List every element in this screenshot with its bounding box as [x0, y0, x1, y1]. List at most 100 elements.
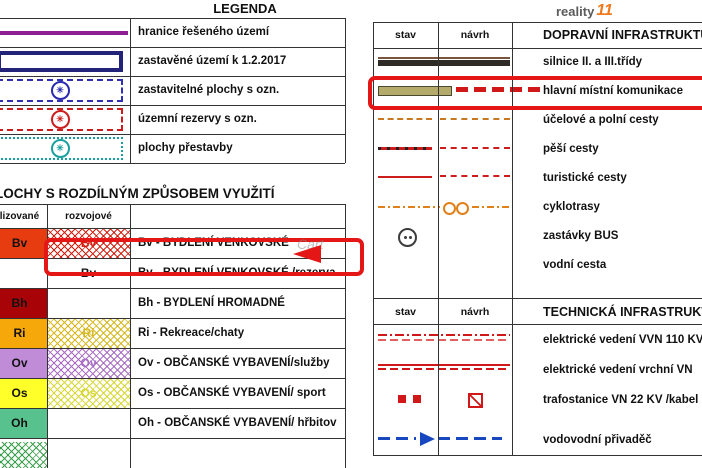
transport-label: zastávky BUS — [543, 230, 619, 242]
grid-line — [373, 324, 702, 325]
marker-circle-icon: ✳ — [50, 139, 70, 158]
grid-line — [345, 18, 346, 163]
zone-label: Oh - OBČANSKÉ VYBAVENÍ/ hřbitov — [138, 417, 337, 429]
column-header-development: rozvojové — [65, 210, 112, 222]
zone-swatch-stav: Bh — [0, 288, 47, 318]
highlight-box-bv — [44, 238, 364, 276]
symbol-territorial-reserve: ✳ — [0, 105, 128, 134]
technical-label: elektrické vedení VVN 110 KV — [543, 334, 702, 346]
grid-line — [345, 204, 346, 468]
power-vn-line-icon — [378, 364, 510, 370]
transport-col-navrh: návrh — [460, 29, 490, 41]
legend-item-label: hranice řešeného území — [138, 26, 270, 38]
field-path-stav-icon — [378, 118, 432, 120]
grid-line — [512, 22, 513, 455]
column-header-stabilized: lizované — [0, 210, 40, 222]
symbol-builtup-area — [0, 47, 128, 76]
grid-line — [0, 163, 345, 164]
grid-line — [0, 288, 345, 289]
symbol-rebuild-area: ✳ — [0, 134, 128, 163]
field-path-navrh-icon — [440, 118, 510, 120]
transport-title: DOPRAVNÍ INFRASTRUKTURA — [543, 28, 702, 42]
grid-line — [373, 22, 702, 23]
transport-label: účelové a polní cesty — [543, 114, 659, 126]
grid-line — [130, 18, 131, 163]
marker-circle-icon: ✳ — [50, 110, 70, 129]
marker-circle-icon: ✳ — [50, 81, 70, 100]
zone-swatch-navrh: Ri — [47, 318, 130, 348]
grid-line — [0, 47, 345, 48]
legend-item-label: plochy přestavby — [138, 142, 233, 154]
zone-swatch-navrh: Ov — [47, 348, 130, 378]
grid-line — [0, 204, 345, 205]
blue-dashed-rect-icon: ✳ — [0, 79, 123, 102]
highlight-box-main-road — [368, 76, 702, 110]
legend-title: LEGENDA — [213, 1, 277, 16]
legend-item-label: územní rezervy s ozn. — [138, 113, 257, 125]
transport-col-stav: stav — [394, 29, 416, 41]
zone-label: Ri - Rekreace/chaty — [138, 327, 245, 339]
tourist-path-navrh-icon — [440, 175, 510, 177]
transport-label: pěší cesty — [543, 143, 599, 155]
navy-rect-icon — [0, 51, 123, 72]
cycle-route-stav-icon — [378, 206, 440, 208]
zone-swatch-stav: Os — [0, 378, 47, 408]
grid-line — [373, 22, 374, 455]
transformer-stav-icon — [398, 395, 406, 403]
transport-label: turistické cesty — [543, 172, 627, 184]
grid-line — [0, 318, 345, 319]
cycle-route-navrh-icon — [472, 206, 512, 208]
tourist-path-stav-icon — [378, 176, 432, 178]
zone-swatch-partial — [0, 442, 47, 468]
grid-line — [0, 438, 345, 439]
transformer-navrh-icon — [468, 393, 483, 408]
foot-path-navrh-icon — [440, 147, 510, 149]
symbol-boundary-line — [0, 18, 128, 47]
teal-dotted-rect-icon: ✳ — [0, 137, 123, 160]
zone-label: Ov - OBČANSKÉ VYBAVENÍ/služby — [138, 357, 330, 369]
grid-line — [0, 258, 345, 259]
grid-line — [130, 204, 131, 468]
grid-line — [373, 298, 702, 299]
water-main-line-icon — [438, 437, 502, 440]
main-local-road-stav-icon — [378, 86, 452, 96]
zone-swatch-navrh: Os — [47, 378, 130, 408]
legend-item-label: zastavěné území k 1.2.2017 — [138, 55, 287, 67]
grid-line — [0, 408, 345, 409]
logo-mark: 11 — [596, 2, 613, 19]
red-dashed-rect-icon: ✳ — [0, 108, 123, 131]
grid-line — [0, 18, 345, 19]
technical-label: trafostanice VN 22 KV /kabel — [543, 394, 699, 406]
transport-label: hlavní místní komunikace — [543, 85, 683, 97]
cycle-node-icon — [456, 202, 469, 215]
red-arrow-icon — [293, 245, 321, 263]
cycle-node-icon — [443, 202, 456, 215]
reality11-logo: reality 11 — [556, 1, 613, 21]
grid-line — [0, 76, 345, 77]
grid-line — [0, 228, 345, 229]
grid-line — [438, 22, 439, 455]
transformer-stav-icon — [413, 395, 421, 403]
zone-label: Os - OBČANSKÉ VYBAVENÍ/ sport — [138, 387, 326, 399]
technical-label: elektrické vedení vrchní VN — [543, 364, 693, 376]
technical-label: vodovodní přivaděč — [543, 434, 652, 446]
grid-line — [373, 48, 702, 49]
transport-label: cyklotrasy — [543, 201, 600, 213]
zone-swatch-stav: Ri — [0, 318, 47, 348]
bus-stop-icon — [398, 228, 417, 247]
foot-path-stav-icon — [378, 147, 432, 150]
zone-label: Bh - BYDLENÍ HROMADNÉ — [138, 297, 285, 309]
grid-line — [0, 378, 345, 379]
technical-col-navrh: návrh — [460, 306, 490, 318]
grid-line — [373, 455, 702, 456]
zone-swatch-navrh: Bv — [47, 228, 130, 258]
technical-col-stav: stav — [394, 306, 416, 318]
road-II-III-line-icon — [378, 57, 510, 66]
water-main-line-icon — [378, 437, 416, 440]
grid-line — [0, 105, 345, 106]
transport-label: silnice II. a III.třídy — [543, 56, 643, 68]
water-main-arrow-icon — [420, 432, 435, 446]
section-title: PLOCHY S ROZDÍLNÝM ZPŮSOBEM VYUŽITÍ — [0, 186, 275, 201]
legend-item-label: zastavitelné plochy s ozn. — [138, 84, 280, 96]
